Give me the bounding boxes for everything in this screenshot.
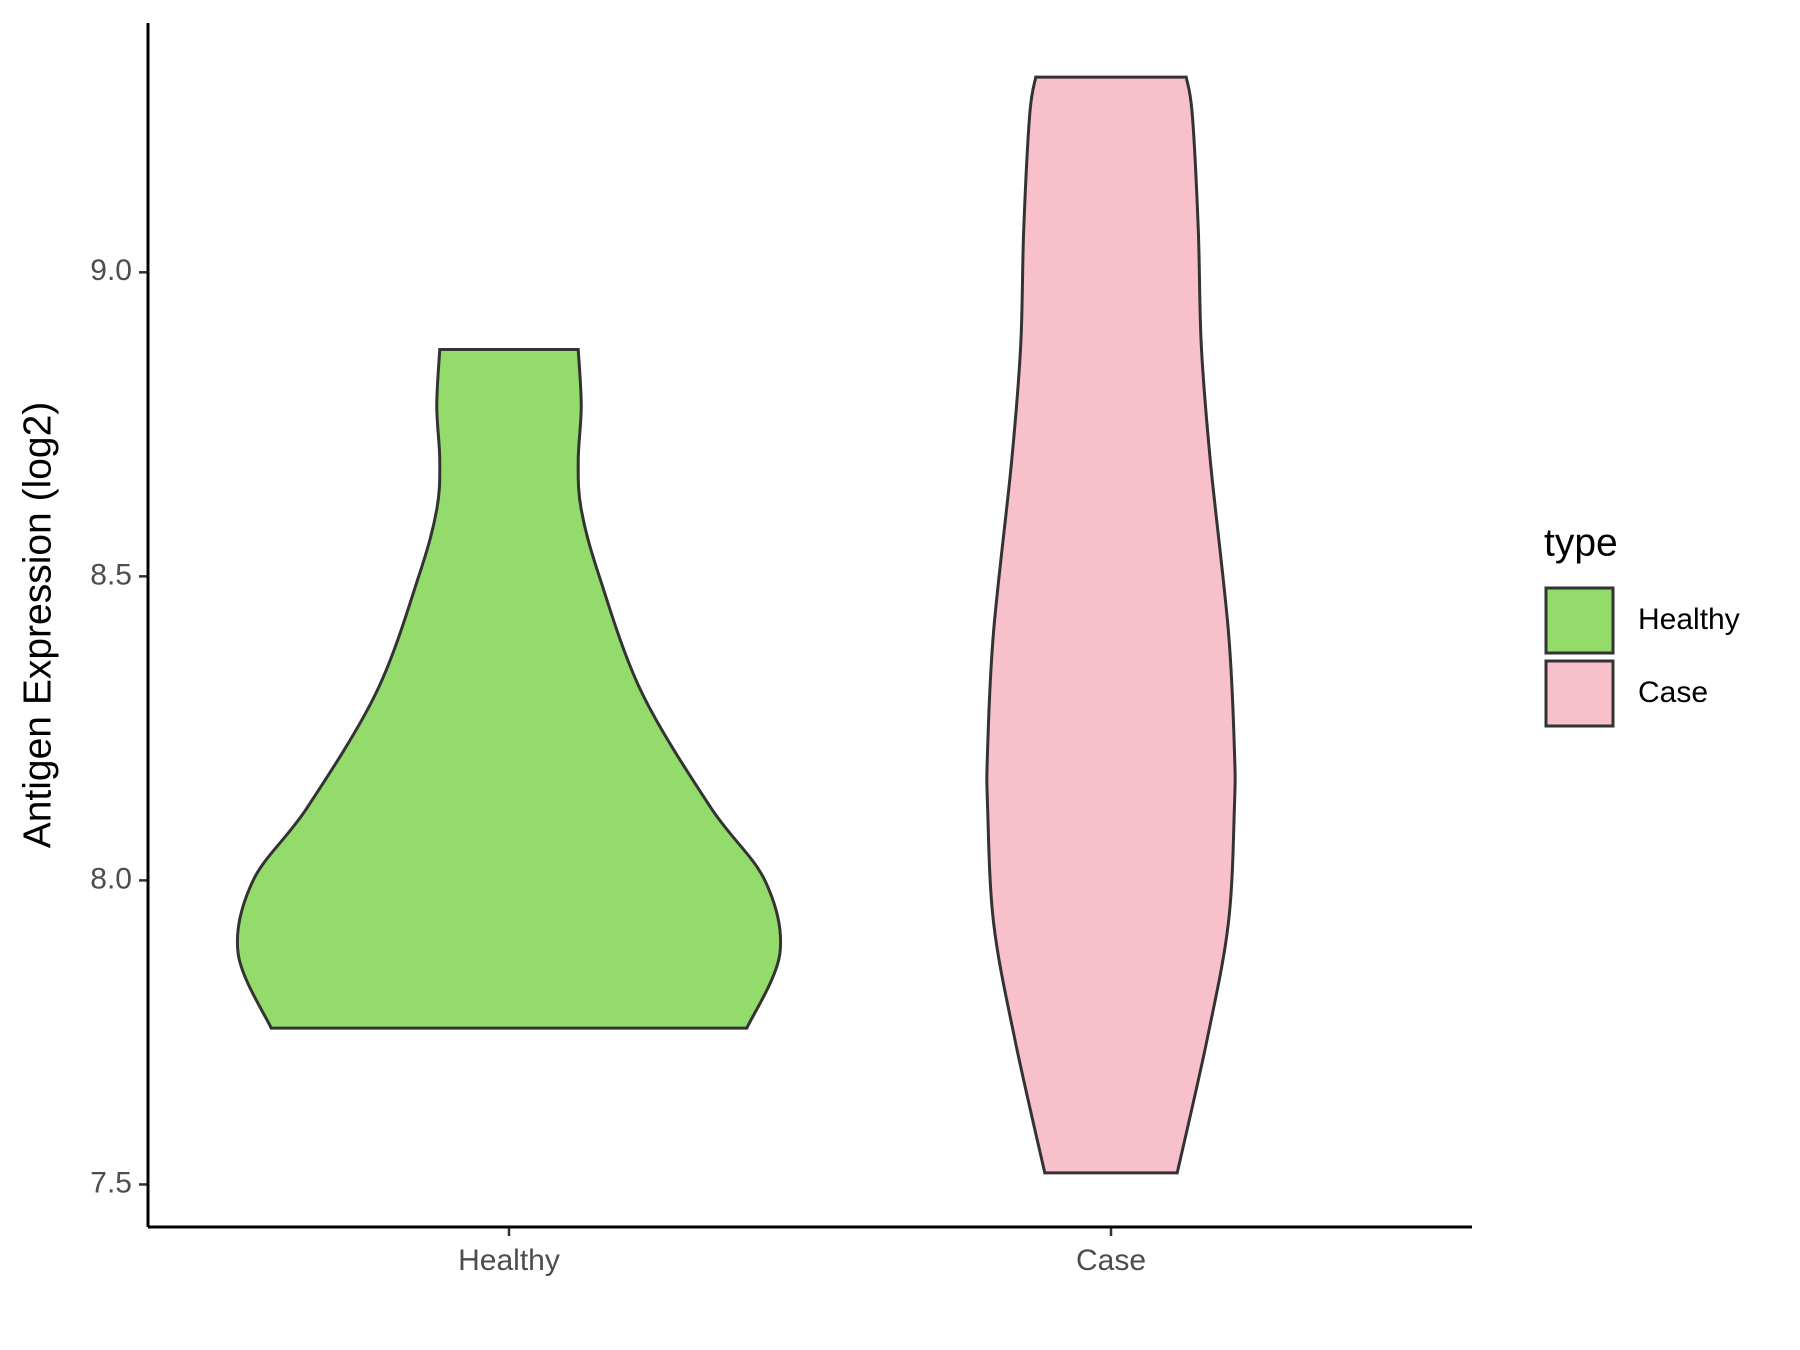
- y-tick-label: 8.5: [90, 558, 132, 591]
- legend-key: [1544, 659, 1615, 728]
- legend-label: Healthy: [1638, 603, 1740, 636]
- x-tick-label: Case: [1076, 1244, 1146, 1277]
- x-tick-label: Healthy: [458, 1244, 560, 1277]
- y-tick-label: 7.5: [90, 1166, 132, 1199]
- violin: [235, 348, 783, 1030]
- y-tick-label: 8.0: [90, 862, 132, 895]
- violin: [985, 75, 1237, 1175]
- legend-label: Case: [1638, 676, 1708, 709]
- y-axis-title: Antigen Expression (log2): [16, 402, 59, 849]
- legend-key: [1544, 586, 1615, 655]
- legend-title: type: [1544, 521, 1618, 564]
- y-tick-label: 9.0: [90, 254, 132, 287]
